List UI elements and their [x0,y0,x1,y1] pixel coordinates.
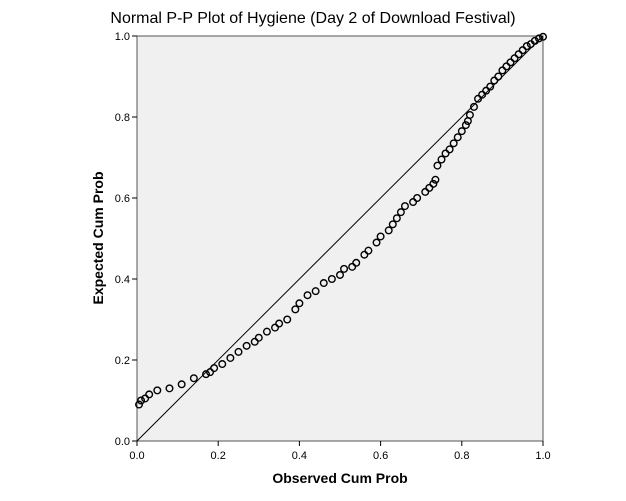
data-point [453,133,462,142]
data-point [189,374,198,383]
data-point [242,341,251,350]
data-point [177,380,186,389]
y-tick-label: 0.0 [115,436,130,448]
data-point [250,337,259,346]
data-point [348,262,357,271]
data-point [202,370,211,379]
y-tick-label: 0.8 [115,112,130,124]
data-point [539,32,548,41]
data-point [445,145,454,154]
data-point [327,275,336,284]
data-point [262,327,271,336]
data-point [291,305,300,314]
data-point [210,364,219,373]
x-tick-label: 0.0 [129,450,144,462]
x-tick-label: 0.8 [454,450,469,462]
data-point [486,82,495,91]
data-point [413,193,422,202]
y-tick-label: 0.2 [115,355,130,367]
data-point [400,202,409,211]
data-point [226,353,235,362]
data-point [498,66,507,75]
data-point [303,291,312,300]
data-point [465,110,474,119]
data-point [360,250,369,259]
data-point [271,323,280,332]
y-tick-label: 0.6 [115,193,130,205]
data-point [514,50,523,59]
data-point [295,299,304,308]
x-tick-label: 0.2 [211,450,226,462]
data-point [254,333,263,342]
data-point [449,139,458,148]
data-point [530,36,539,45]
data-point [372,238,381,247]
data-point [352,258,361,267]
chart-title: Normal P-P Plot of Hygiene (Day 2 of Dow… [110,10,516,27]
data-point [218,360,227,369]
data-point [283,315,292,324]
data-point [141,394,150,403]
x-tick-label: 0.6 [373,450,388,462]
data-point [490,76,499,85]
data-point [506,58,515,67]
data-point [494,72,503,81]
data-point [433,161,442,170]
data-point [522,42,531,51]
data-point [275,319,284,328]
data-point [311,287,320,296]
data-point [469,102,478,111]
data-point [474,94,483,103]
data-point [392,214,401,223]
y-tick-label: 0.4 [115,274,130,286]
data-point [388,220,397,229]
data-point [135,400,144,409]
data-point [145,390,154,399]
data-point [482,86,491,95]
data-point [364,246,373,255]
data-point [502,62,511,71]
data-point [336,270,345,279]
data-point [518,46,527,55]
data-point [409,198,418,207]
data-point [425,183,434,192]
data-point [137,396,146,405]
data-point [206,368,215,377]
data-point [340,264,349,273]
x-tick-label: 0.4 [292,450,307,462]
data-point [376,232,385,241]
data-point [234,347,243,356]
data-point [510,54,519,63]
data-point [421,187,430,196]
data-point [429,179,438,188]
data-point [431,175,440,184]
data-point [461,121,470,130]
data-point [153,386,162,395]
x-tick-label: 1.0 [535,450,550,462]
data-point [165,384,174,393]
data-point [478,90,487,99]
data-point [534,34,543,43]
data-point [319,279,328,288]
x-axis-label: Observed Cum Prob [272,470,408,486]
data-point [437,155,446,164]
data-point [396,208,405,217]
data-point [457,127,466,136]
y-axis-label: Expected Cum Prob [90,171,106,305]
y-tick-label: 1.0 [115,31,130,43]
data-point [441,149,450,158]
data-point [384,226,393,235]
